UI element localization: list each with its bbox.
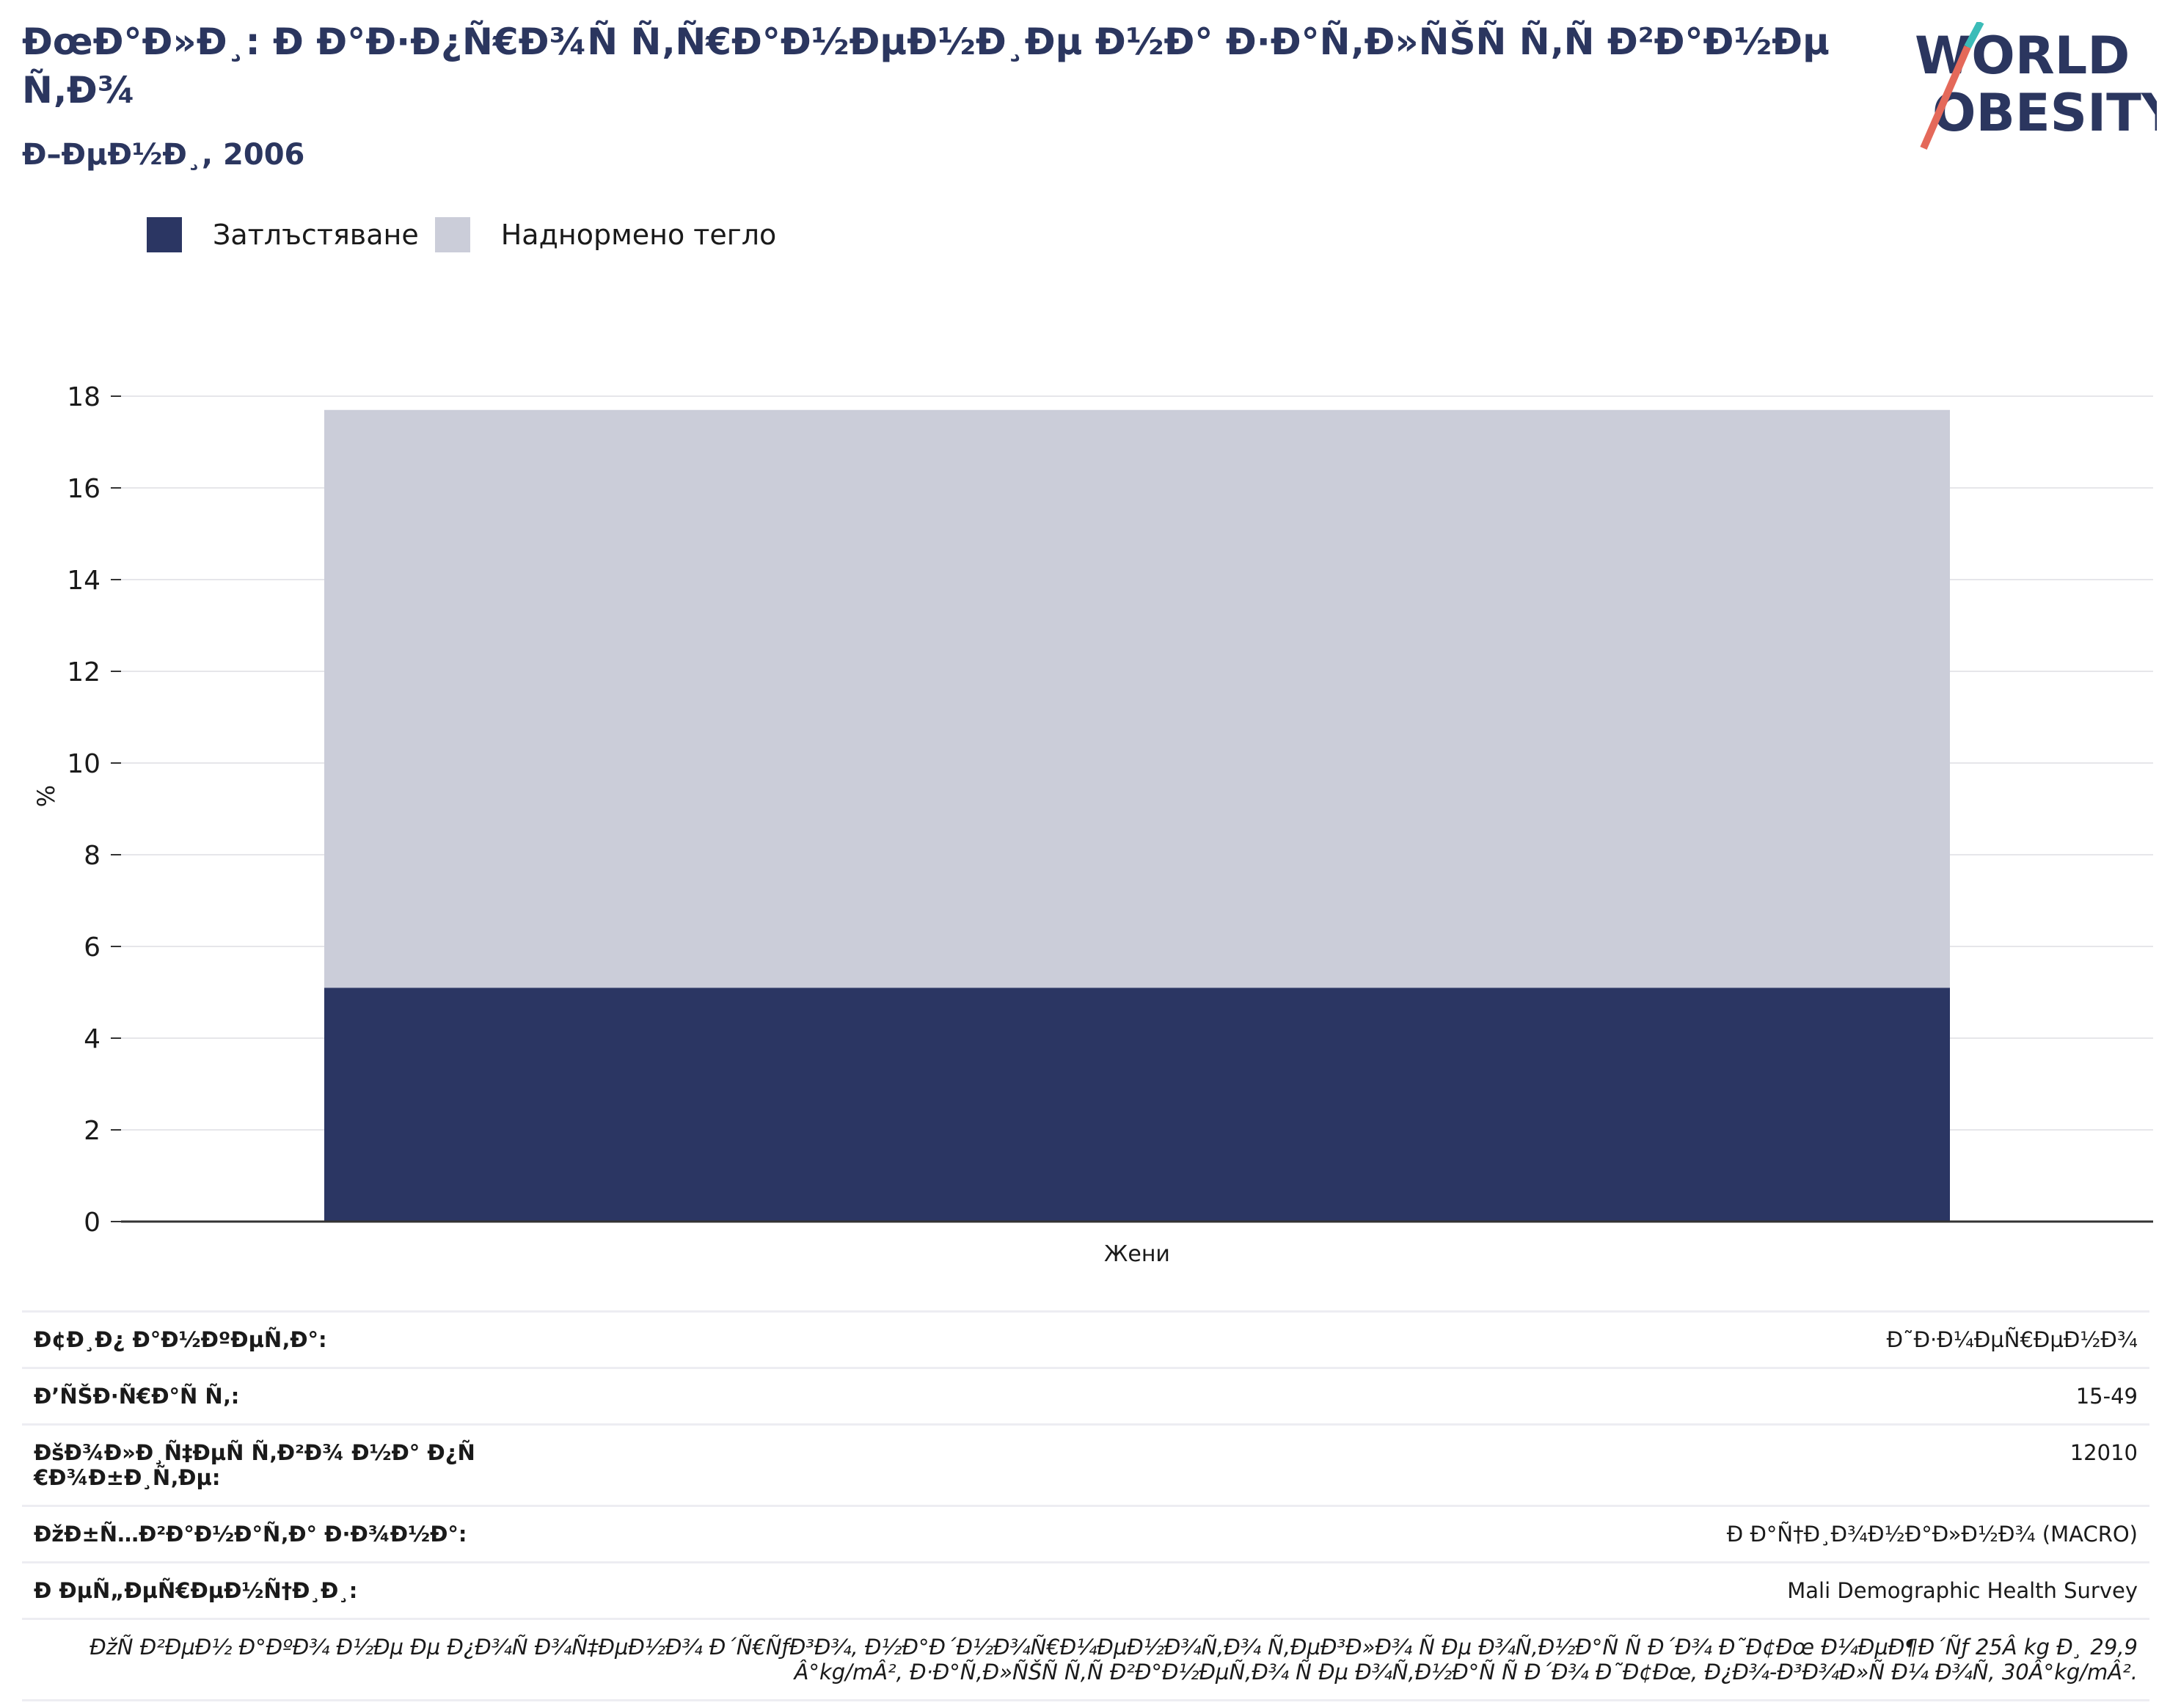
info-row-survey-type: Ð¢Ð¸Ð¿ Ð°Ð½ÐºÐµÑ‚Ð°: Ð˜Ð·Ð¼ÐµÑ€ÐµÐ½Ð¾ — [22, 1310, 2149, 1367]
info-label-sample-size: ÐšÐ¾Ð»Ð¸Ñ‡ÐµÑ Ñ‚Ð²Ð¾ Ð½Ð° Ð¿Ñ€Ð¾Ð±Ð¸Ñ‚Ðµ… — [34, 1440, 475, 1490]
definition-note: ÐžÑ Ð²ÐµÐ½ Ð°ÐºÐ¾ Ð½Ðµ Ðµ Ð¿Ð¾Ñ Ð¾Ñ‡ÐµÐ½… — [89, 1635, 2138, 1685]
legend-label-obesity: Затлъстяване — [213, 219, 419, 251]
chart-legend: Затлъстяване Наднормено тегло — [147, 217, 792, 252]
legend-swatch-overweight — [434, 217, 470, 252]
info-value-sample-size: 12010 — [2069, 1440, 2138, 1465]
axes: 0 2 4 6 8 10 12 14 16 18 Жени — [67, 382, 2153, 1267]
info-label-references: Ð ÐµÑ„ÐµÑ€ÐµÐ½Ñ†Ð¸Ð¸: — [34, 1578, 358, 1603]
bar-segment-1-0 — [324, 409, 1950, 988]
y-tick-label-10: 10 — [67, 749, 101, 779]
y-tick-label-14: 14 — [67, 566, 101, 596]
y-tick-label-16: 16 — [67, 474, 101, 504]
survey-info-table: Ð¢Ð¸Ð¿ Ð°Ð½ÐºÐµÑ‚Ð°: Ð˜Ð·Ð¼ÐµÑ€ÐµÐ½Ð¾ Ð’… — [22, 1310, 2149, 1701]
y-tick-label-2: 2 — [84, 1116, 101, 1146]
logo-line2: OBESITY — [1932, 83, 2157, 143]
y-axis-label: % — [32, 785, 60, 807]
info-row-coverage: ÐžÐ±Ñ…Ð²Ð°Ð½Ð°Ñ‚Ð° Ð·Ð¾Ð½Ð°: Ð Ð°Ñ†Ð¸Ð¾Ð… — [22, 1505, 2149, 1561]
info-label-coverage: ÐžÐ±Ñ…Ð²Ð°Ð½Ð°Ñ‚Ð° Ð·Ð¾Ð½Ð°: — [34, 1522, 467, 1547]
info-value-coverage: Ð Ð°Ñ†Ð¸Ð¾Ð½Ð°Ð»Ð½Ð¾ (MACRO) — [1726, 1522, 2138, 1547]
legend-label-overweight: Наднормено тегло — [500, 219, 777, 251]
stacked-bar-chart: 0 2 4 6 8 10 12 14 16 18 Жени % — [32, 382, 2153, 1267]
info-value-references: Mali Demographic Health Survey — [1787, 1578, 2138, 1603]
y-tick-label-8: 8 — [84, 841, 101, 871]
logo-accent-teal — [1964, 22, 1984, 49]
info-label-age: Ð’ÑŠÐ·Ñ€Ð°Ñ Ñ‚: — [34, 1384, 240, 1409]
y-tick-label-6: 6 — [84, 933, 101, 963]
x-tick-label-0: Жени — [1104, 1241, 1170, 1267]
y-tick-label-4: 4 — [84, 1024, 101, 1054]
info-row-references: Ð ÐµÑ„ÐµÑ€ÐµÐ½Ñ†Ð¸Ð¸: Mali Demographic H… — [22, 1561, 2149, 1618]
info-value-age: 15-49 — [2075, 1384, 2138, 1409]
bars — [324, 409, 1950, 1222]
chart-subtitle: Ð–ÐµÐ½Ð¸, 2006 — [22, 138, 305, 172]
bar-segment-0-0 — [324, 988, 1950, 1222]
world-obesity-logo: WORLD OBESITY — [1915, 22, 2157, 150]
info-label-survey-type: Ð¢Ð¸Ð¿ Ð°Ð½ÐºÐµÑ‚Ð°: — [34, 1327, 327, 1352]
y-tick-label-0: 0 — [84, 1208, 101, 1238]
info-row-note: ÐžÑ Ð²ÐµÐ½ Ð°ÐºÐ¾ Ð½Ðµ Ðµ Ð¿Ð¾Ñ Ð¾Ñ‡ÐµÐ½… — [22, 1618, 2149, 1701]
y-tick-label-12: 12 — [67, 657, 101, 687]
logo-accent-red — [1920, 45, 1971, 150]
legend-item-overweight: Наднормено тегло — [434, 217, 777, 252]
chart-title: ÐœÐ°Ð»Ð¸: Ð Ð°Ð·Ð¿Ñ€Ð¾Ñ Ñ‚Ñ€Ð°Ð½ÐµÐ½Ð¸Ðµ… — [22, 21, 1830, 112]
y-tick-label-18: 18 — [67, 382, 101, 412]
info-value-survey-type: Ð˜Ð·Ð¼ÐµÑ€ÐµÐ½Ð¾ — [1886, 1327, 2138, 1352]
legend-item-obesity: Затлъстяване — [147, 217, 419, 252]
info-row-sample-size: ÐšÐ¾Ð»Ð¸Ñ‡ÐµÑ Ñ‚Ð²Ð¾ Ð½Ð° Ð¿Ñ€Ð¾Ð±Ð¸Ñ‚Ðµ… — [22, 1423, 2149, 1505]
legend-swatch-obesity — [147, 217, 182, 252]
info-row-age: Ð’ÑŠÐ·Ñ€Ð°Ñ Ñ‚: 15-49 — [22, 1367, 2149, 1423]
logo-line1: WORLD — [1915, 26, 2130, 86]
